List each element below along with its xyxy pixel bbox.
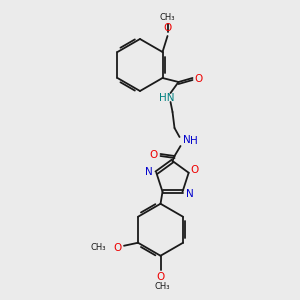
Text: HN: HN [159, 93, 174, 103]
Text: O: O [164, 23, 172, 33]
Text: O: O [190, 165, 199, 175]
Text: O: O [194, 74, 202, 84]
Text: N: N [186, 189, 194, 199]
Text: N: N [183, 135, 190, 145]
Text: N: N [146, 167, 153, 177]
Text: O: O [113, 243, 121, 253]
Text: H: H [190, 136, 197, 146]
Text: O: O [156, 272, 165, 282]
Text: CH₃: CH₃ [91, 243, 106, 252]
Text: CH₃: CH₃ [160, 13, 175, 22]
Text: CH₃: CH₃ [155, 282, 170, 291]
Text: O: O [149, 150, 158, 160]
